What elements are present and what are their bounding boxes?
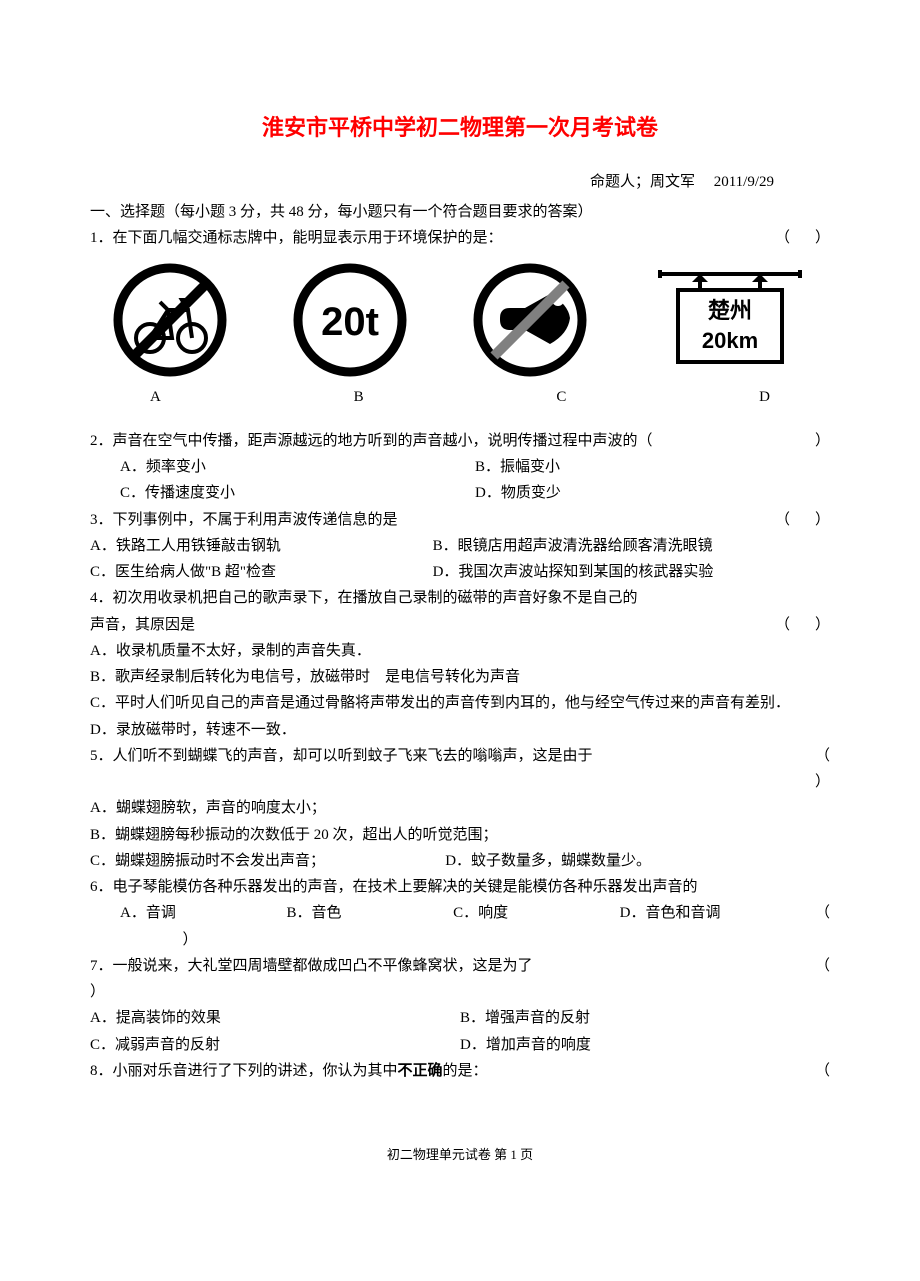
q6-opt-A: A．音调: [90, 900, 283, 926]
q2-options-row1: A．频率变小 B．振幅变小: [90, 454, 830, 480]
no-bicycle-icon: [110, 260, 230, 380]
q8-bold: 不正确: [398, 1063, 443, 1079]
q5-stem-text: 5．人们听不到蝴蝶飞的声音，却可以听到蚊子飞来飞去的嗡嗡声，这是由于: [90, 748, 593, 764]
q2-opt-A: A．频率变小: [120, 454, 475, 480]
q5-opt-C: C．蝴蝶翅膀振动时不会发出声音；: [90, 848, 445, 874]
q1-label-B: B: [354, 384, 364, 410]
q4-opt-A: A．收录机质量不太好，录制的声音失真．: [90, 638, 830, 664]
q5-opt-D: D．蚊子数量多，蝴蝶数量少。: [445, 848, 815, 874]
q1-label-C: C: [556, 384, 566, 410]
q3-opt-A: A．铁路工人用铁锤敲击钢轨: [90, 533, 433, 559]
q5-paren-close: ）: [815, 769, 830, 795]
byline-author: 命题人；周文军: [590, 174, 695, 190]
q8-pre: 8．小丽对乐音进行了下列的讲述，你认为其中: [90, 1063, 398, 1079]
q2-opt-B: B．振幅变小: [475, 454, 830, 480]
q6-paren-close: ）: [183, 932, 198, 948]
q6-paren-close-row: ）: [90, 927, 830, 953]
q2-options-row2: C．传播速度变小 D．物质变少: [90, 480, 830, 506]
q5-options-row3: C．蝴蝶翅膀振动时不会发出声音； D．蚊子数量多，蝴蝶数量少。: [90, 848, 830, 874]
q2-stem-text: 2．声音在空气中传播，距声源越远的地方听到的声音越小，说明传播过程中声波的（: [90, 433, 653, 449]
q1-label-D: D: [759, 384, 770, 410]
q6-opt-B: B．音色: [287, 900, 450, 926]
q3-opt-D: D．我国次声波站探知到某国的核武器实验: [433, 559, 830, 585]
q1-fig-D: 楚州 20km: [650, 260, 810, 380]
q7-stem: 7．一般说来，大礼堂四周墙壁都做成凹凸不平像蜂窝状，这是为了 （: [90, 953, 830, 979]
section1-header: 一、选择题（每小题 3 分，共 48 分，每小题只有一个符合题目要求的答案）: [90, 199, 830, 225]
q7-paren-close-row: ）: [90, 979, 830, 1005]
q3-opt-B: B．眼镜店用超声波清洗器给顾客清洗眼镜: [433, 533, 830, 559]
q5-paren-open: （: [815, 743, 830, 769]
q3-opt-C: C．医生给病人做"B 超"检查: [90, 559, 433, 585]
q8-post: 的是：: [443, 1063, 488, 1079]
q1-fig-C: [470, 260, 590, 380]
q3-paren-open: （: [775, 507, 790, 533]
q1-fig-B: 20t: [290, 260, 410, 380]
q3-stem: 3．下列事例中，不属于利用声波传递信息的是 （ ）: [90, 507, 830, 533]
q6-paren-open: （: [815, 900, 830, 926]
q1-figures: 20t: [90, 260, 830, 380]
q4-opt-B: B．歌声经录制后转化为电信号，放磁带时 是电信号转化为声音: [90, 664, 830, 690]
q7-opt-D: D．增加声音的响度: [460, 1032, 830, 1058]
q3-options-row1: A．铁路工人用铁锤敲击钢轨 B．眼镜店用超声波清洗器给顾客清洗眼镜: [90, 533, 830, 559]
q4-stem2-text: 声音，其原因是: [90, 617, 195, 633]
q7-paren-open: （: [815, 953, 830, 979]
q3-options-row2: C．医生给病人做"B 超"检查 D．我国次声波站探知到某国的核武器实验: [90, 559, 830, 585]
q3-stem-text: 3．下列事例中，不属于利用声波传递信息的是: [90, 512, 398, 528]
q1-paren-open: （: [775, 225, 790, 251]
q6-stem: 6．电子琴能模仿各种乐器发出的声音，在技术上要解决的关键是能模仿各种乐器发出声音…: [90, 874, 830, 900]
q6-opt-D: D．音色和音调: [620, 900, 768, 926]
q1-fig-A: [110, 260, 230, 380]
q4-paren-close: ）: [815, 612, 830, 638]
distance-sign-icon: 楚州 20km: [650, 260, 810, 380]
q8-paren-open: （: [815, 1058, 830, 1084]
q6-opt-C: C．响度: [453, 900, 616, 926]
q5-opt-A: A．蝴蝶翅膀软，声音的响度太小；: [90, 795, 830, 821]
q3-paren-close: ）: [815, 507, 830, 533]
svg-text:楚州: 楚州: [708, 298, 752, 323]
q7-stem-text: 7．一般说来，大礼堂四周墙壁都做成凹凸不平像蜂窝状，这是为了: [90, 958, 533, 974]
q5-paren-close-row: ）: [90, 769, 830, 795]
q4-opt-D: D．录放磁带时，转速不一致．: [90, 717, 830, 743]
q6-options: A．音调 B．音色 C．响度 D．音色和音调 （: [90, 900, 830, 926]
q1-paren-close: ）: [815, 225, 830, 251]
q1-stem: 1．在下面几幅交通标志牌中，能明显表示用于环境保护的是： （ ）: [90, 225, 830, 251]
q4-paren-open: （: [775, 612, 790, 638]
q2-opt-C: C．传播速度变小: [120, 480, 475, 506]
q2-paren-close: ）: [815, 428, 830, 454]
q7-options-row1: A．提高装饰的效果 B．增强声音的反射: [90, 1005, 830, 1031]
q1-stem-text: 1．在下面几幅交通标志牌中，能明显表示用于环境保护的是：: [90, 230, 503, 246]
byline: 命题人；周文军 2011/9/29: [90, 170, 830, 191]
q4-stem-line2: 声音，其原因是 （ ）: [90, 612, 830, 638]
page-footer: 初二物理单元试卷 第 1 页: [90, 1144, 830, 1163]
q1-caption-row: A B C D: [90, 380, 830, 428]
q4-opt-C: C．平时人们听见自己的声音是通过骨骼将声带发出的声音传到内耳的，他与经空气传过来…: [90, 690, 830, 716]
q7-opt-A: A．提高装饰的效果: [90, 1005, 460, 1031]
q2-opt-D: D．物质变少: [475, 480, 830, 506]
svg-text:20t: 20t: [321, 300, 379, 344]
q4-stem-line1: 4．初次用收录机把自己的歌声录下，在播放自己录制的磁带的声音好象不是自己的: [90, 585, 830, 611]
byline-date: 2011/9/29: [714, 174, 774, 190]
q5-opt-B: B．蝴蝶翅膀每秒振动的次数低于 20 次，超出人的听觉范围；: [90, 822, 830, 848]
q1-label-A: A: [150, 384, 161, 410]
q7-opt-C: C．减弱声音的反射: [90, 1032, 460, 1058]
q2-stem: 2．声音在空气中传播，距声源越远的地方听到的声音越小，说明传播过程中声波的（ ）: [90, 428, 830, 454]
q7-opt-B: B．增强声音的反射: [460, 1005, 830, 1031]
svg-text:20km: 20km: [702, 328, 758, 353]
q7-options-row2: C．减弱声音的反射 D．增加声音的响度: [90, 1032, 830, 1058]
weight-20t-icon: 20t: [290, 260, 410, 380]
q5-stem: 5．人们听不到蝴蝶飞的声音，却可以听到蚊子飞来飞去的嗡嗡声，这是由于 （: [90, 743, 830, 769]
no-horn-icon: [470, 260, 590, 380]
exam-title: 淮安市平桥中学初二物理第一次月考试卷: [90, 110, 830, 142]
q8-stem: 8．小丽对乐音进行了下列的讲述，你认为其中不正确的是： （: [90, 1058, 830, 1084]
